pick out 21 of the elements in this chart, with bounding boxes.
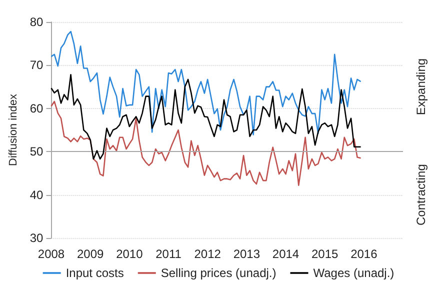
x-tick-label: 2016 (350, 247, 378, 261)
y-tick-label: 70 (30, 58, 44, 72)
text: Expanding (414, 58, 428, 116)
x-tick-label: 2014 (272, 247, 300, 261)
y-tick-label: 40 (30, 188, 44, 202)
y-tick-label: 50 (30, 144, 44, 159)
x-tick-label: 2010 (116, 247, 144, 261)
legend-label: Selling prices (unadj.) (160, 266, 276, 280)
x-tick-label: 2009 (76, 247, 104, 261)
x-tick-label: 2008 (38, 247, 65, 261)
y-tick-label: 80 (30, 15, 44, 29)
x-tick-label: 2011 (156, 247, 182, 261)
y-axis-title: Diffusion index (8, 94, 20, 166)
x-tick-label: 2012 (194, 247, 222, 261)
x-tick-label: 2013 (233, 247, 260, 261)
y-tick-label: 30 (30, 231, 44, 245)
x-tick-label: 2015 (311, 247, 339, 261)
text: Contracting (414, 164, 428, 226)
y-tick-label: 60 (30, 101, 44, 116)
legend-label: Wages (unadj.) (313, 266, 394, 280)
legend-label: Input costs (66, 266, 124, 280)
